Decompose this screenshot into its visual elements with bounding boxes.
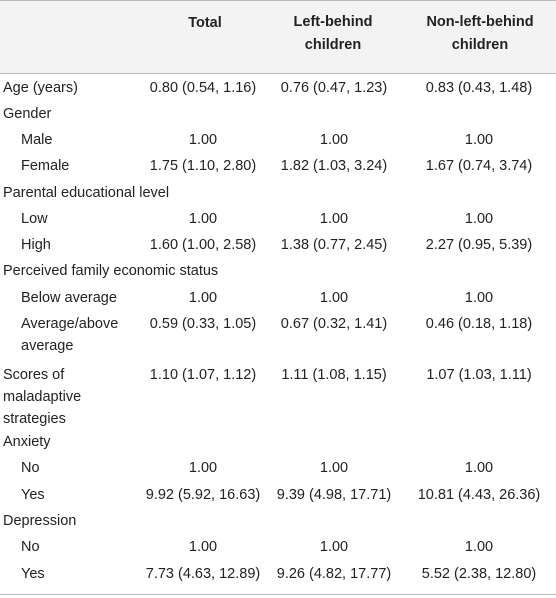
cell-non-left-behind: 1.00 xyxy=(464,539,494,555)
header-left-behind: Left-behind children xyxy=(268,11,398,57)
cell-non-left-behind: 2.27 (0.95, 5.39) xyxy=(425,237,533,253)
row-label: Male xyxy=(21,132,53,148)
cell-non-left-behind: 5.52 (2.38, 12.80) xyxy=(421,566,537,582)
cell-left-behind: 1.00 xyxy=(319,539,349,555)
row-label: Scores of maladaptive strategies xyxy=(3,364,81,430)
row-label: Age (years) xyxy=(3,80,78,96)
row-label: No xyxy=(21,539,40,555)
cell-total: 7.73 (4.63, 12.89) xyxy=(145,566,261,582)
header-total: Total xyxy=(150,12,260,35)
header-non-left-behind-line2: children xyxy=(451,37,509,53)
cell-total: 0.80 (0.54, 1.16) xyxy=(149,80,257,96)
row-label: Depression xyxy=(3,513,77,529)
row-label: Average/above average xyxy=(21,313,118,357)
row-label: Yes xyxy=(21,487,45,503)
cell-total: 1.00 xyxy=(188,290,218,306)
cell-left-behind: 1.38 (0.77, 2.45) xyxy=(280,237,388,253)
header-total-text: Total xyxy=(188,15,222,31)
row-label: Gender xyxy=(3,106,52,122)
row-label-line1: Scores of xyxy=(3,367,65,383)
table-header: Total Left-behind children Non-left-behi… xyxy=(0,0,556,74)
row-label-line2: maladaptive xyxy=(3,389,82,405)
cell-total: 1.60 (1.00, 2.58) xyxy=(149,237,257,253)
cell-left-behind: 1.00 xyxy=(319,290,349,306)
cell-non-left-behind: 1.00 xyxy=(464,460,494,476)
cell-total: 1.00 xyxy=(188,460,218,476)
cell-non-left-behind: 1.00 xyxy=(464,211,494,227)
cell-left-behind: 1.82 (1.03, 3.24) xyxy=(280,158,388,174)
cell-non-left-behind: 1.00 xyxy=(464,290,494,306)
cell-left-behind: 9.39 (4.98, 17.71) xyxy=(276,487,392,503)
cell-non-left-behind: 1.00 xyxy=(464,132,494,148)
cell-left-behind: 0.76 (0.47, 1.23) xyxy=(280,80,388,96)
row-label-line1: Average/above xyxy=(21,316,119,332)
row-label: Below average xyxy=(21,290,117,306)
cell-non-left-behind: 10.81 (4.43, 26.36) xyxy=(417,487,541,503)
cell-left-behind: 1.11 (1.08, 1.15) xyxy=(281,367,387,383)
row-label: Perceived family economic status xyxy=(3,263,219,279)
row-label: Low xyxy=(21,211,48,227)
cell-left-behind: 1.00 xyxy=(319,460,349,476)
cell-total: 0.59 (0.33, 1.05) xyxy=(149,316,257,332)
cell-total: 1.10 (1.07, 1.12) xyxy=(149,367,257,383)
header-left-behind-line2: children xyxy=(304,37,362,53)
cell-total: 1.00 xyxy=(188,211,218,227)
cell-left-behind: 0.67 (0.32, 1.41) xyxy=(280,316,388,332)
cell-total: 9.92 (5.92, 16.63) xyxy=(145,487,261,503)
cell-left-behind: 1.00 xyxy=(319,211,349,227)
header-left-behind-line1: Left-behind xyxy=(293,14,373,30)
cell-non-left-behind: 1.07 (1.03, 1.11) xyxy=(426,367,532,383)
table-bottom-rule xyxy=(0,594,556,595)
cell-non-left-behind: 0.83 (0.43, 1.48) xyxy=(425,80,533,96)
row-label: No xyxy=(21,460,40,476)
row-label: Yes xyxy=(21,566,45,582)
row-label: High xyxy=(21,237,51,253)
header-non-left-behind: Non-left-behind children xyxy=(405,11,555,57)
cell-non-left-behind: 1.67 (0.74, 3.74) xyxy=(425,158,533,174)
row-label-line2: average xyxy=(21,338,74,354)
cell-total: 1.00 xyxy=(188,539,218,555)
cell-left-behind: 1.00 xyxy=(319,132,349,148)
cell-left-behind: 9.26 (4.82, 17.77) xyxy=(276,566,392,582)
row-label-line3: strategies xyxy=(3,411,66,427)
cell-total: 1.00 xyxy=(188,132,218,148)
cell-non-left-behind: 0.46 (0.18, 1.18) xyxy=(425,316,533,332)
row-label: Parental educational level xyxy=(3,185,170,201)
cell-total: 1.75 (1.10, 2.80) xyxy=(149,158,257,174)
header-non-left-behind-line1: Non-left-behind xyxy=(426,14,534,30)
row-label: Anxiety xyxy=(3,434,51,450)
row-label: Female xyxy=(21,158,70,174)
